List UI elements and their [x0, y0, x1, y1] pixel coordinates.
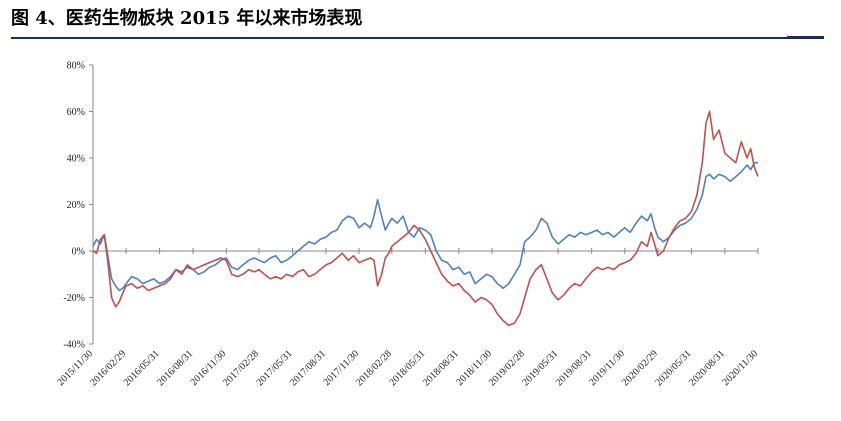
y-tick-label: 60% — [67, 107, 85, 118]
y-tick-label: -20% — [63, 293, 85, 304]
x-tick-label: 2020/11/30 — [720, 348, 760, 388]
y-tick-label: -40% — [63, 340, 85, 351]
y-tick-label: 40% — [67, 154, 85, 165]
x-tick-labels: 2015/11/302016/02/292016/05/312016/08/31… — [55, 348, 760, 388]
y-tick-labels: -40% -20% 0% 20% 40% 60% 80% — [63, 61, 85, 351]
y-tick-label: 80% — [67, 61, 85, 72]
series-line-blue — [92, 161, 758, 292]
x-tick-label: 2017/08/31 — [288, 348, 328, 388]
x-tick-label: 2018/08/31 — [421, 348, 461, 388]
x-tick-label: 2020/08/31 — [687, 348, 727, 388]
x-tick-label: 2016/08/31 — [155, 348, 195, 388]
y-tick-label: 0% — [72, 247, 85, 258]
y-tick-label: 20% — [67, 200, 85, 211]
chart-series — [92, 110, 759, 327]
chart-axes — [89, 64, 759, 345]
series-line-red — [92, 110, 759, 327]
figure-title: 图 4、医药生物板块 2015 年以来市场表现 — [11, 8, 363, 29]
title-underline — [11, 37, 824, 39]
x-tick-label: 2019/08/31 — [554, 348, 594, 388]
title-underline-accent — [787, 36, 824, 39]
